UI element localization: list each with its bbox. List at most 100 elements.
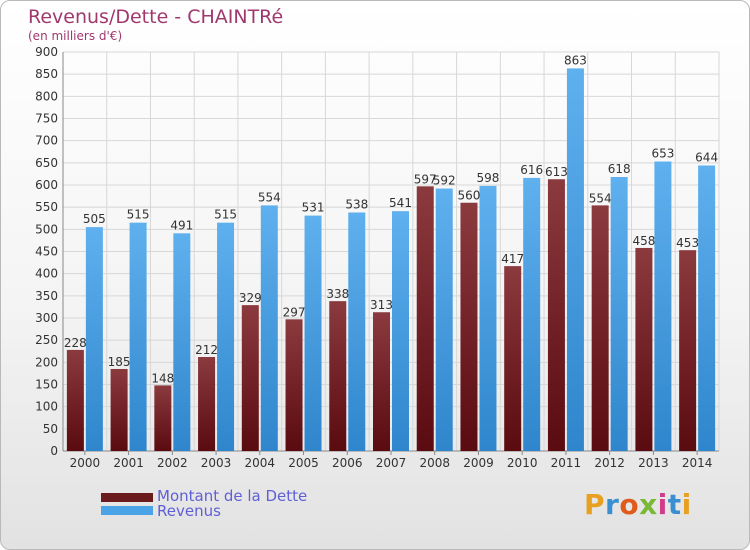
x-tick-label: 2003	[201, 456, 232, 470]
bar-revenue	[654, 161, 672, 451]
bar-debt	[66, 349, 84, 451]
bar-debt	[329, 301, 347, 451]
chart-title: Revenus/Dette - CHAINTRé	[28, 6, 284, 28]
legend-swatch-revenue	[101, 506, 153, 515]
proxiti-logo: Proxiti	[584, 488, 692, 521]
bar-debt	[591, 205, 609, 451]
bar-revenue	[479, 185, 497, 452]
data-label-debt: 597	[414, 172, 437, 186]
y-tick-label: 300	[35, 311, 58, 325]
bar-revenue	[348, 212, 366, 451]
bar-revenue	[435, 188, 453, 451]
bar-revenue	[173, 233, 191, 451]
y-tick-label: 50	[43, 422, 58, 436]
data-label-revenue: 541	[389, 196, 412, 210]
y-tick-label: 600	[35, 178, 58, 192]
x-tick-label: 2011	[551, 456, 582, 470]
bar-debt	[285, 319, 303, 451]
data-label-revenue: 515	[127, 208, 150, 222]
y-tick-label: 400	[35, 267, 58, 281]
data-label-debt: 329	[239, 291, 262, 305]
bar-revenue	[217, 222, 235, 451]
y-tick-label: 850	[35, 67, 58, 81]
data-label-revenue: 538	[345, 197, 368, 211]
y-tick-label: 550	[35, 200, 58, 214]
y-tick-label: 250	[35, 333, 58, 347]
legend-swatch-debt	[101, 493, 153, 502]
y-tick-label: 500	[35, 222, 58, 236]
x-tick-label: 2005	[288, 456, 319, 470]
y-tick-label: 700	[35, 134, 58, 148]
data-label-debt: 453	[676, 236, 699, 250]
bar-debt	[635, 247, 653, 451]
bar-revenue	[85, 227, 103, 451]
bar-revenue	[698, 165, 716, 451]
data-label-revenue: 491	[170, 218, 193, 232]
x-tick-label: 2009	[463, 456, 494, 470]
data-label-debt: 338	[326, 287, 349, 301]
x-tick-label: 2012	[594, 456, 625, 470]
x-tick-label: 2002	[157, 456, 188, 470]
data-label-debt: 148	[151, 371, 174, 385]
data-label-debt: 228	[64, 336, 87, 350]
y-tick-label: 100	[35, 400, 58, 414]
data-label-revenue: 863	[564, 53, 587, 67]
y-tick-label: 200	[35, 355, 58, 369]
x-tick-label: 2000	[70, 456, 101, 470]
x-tick-label: 2013	[638, 456, 669, 470]
x-tick-label: 2007	[376, 456, 407, 470]
bar-debt	[373, 312, 390, 451]
bar-debt	[679, 250, 697, 451]
y-tick-label: 750	[35, 112, 58, 126]
data-label-debt: 297	[283, 305, 306, 319]
data-label-debt: 458	[632, 234, 655, 248]
x-tick-label: 2014	[682, 456, 713, 470]
data-label-debt: 212	[195, 343, 218, 357]
bar-revenue	[566, 68, 584, 452]
x-tick-label: 2006	[332, 456, 363, 470]
bar-revenue	[523, 177, 541, 451]
data-label-revenue: 592	[433, 174, 456, 188]
legend-label-debt: Montant de la Dette	[157, 487, 308, 505]
y-tick-label: 650	[35, 156, 58, 170]
y-tick-label: 450	[35, 245, 58, 259]
x-tick-label: 2004	[245, 456, 276, 470]
legend-label-revenue: Revenus	[157, 502, 221, 520]
y-tick-label: 0	[50, 444, 58, 458]
bar-debt	[198, 357, 216, 451]
x-tick-label: 2008	[419, 456, 450, 470]
data-label-revenue: 554	[258, 190, 281, 204]
data-label-revenue: 616	[520, 163, 543, 177]
data-label-debt: 554	[589, 191, 612, 205]
bar-revenue	[392, 211, 409, 451]
y-tick-label: 350	[35, 289, 58, 303]
bar-debt	[110, 368, 128, 451]
bar-revenue	[304, 215, 322, 451]
data-label-revenue: 618	[608, 162, 631, 176]
data-label-debt: 185	[108, 355, 131, 369]
bar-revenue	[129, 222, 147, 451]
bar-debt	[154, 385, 172, 451]
bar-debt	[416, 186, 434, 451]
data-label-revenue: 515	[214, 208, 237, 222]
data-label-debt: 313	[370, 298, 393, 312]
y-tick-label: 150	[35, 378, 58, 392]
data-label-debt: 417	[501, 252, 524, 266]
data-label-debt: 560	[458, 189, 481, 203]
y-tick-label: 900	[35, 45, 58, 59]
data-label-debt: 613	[545, 165, 568, 179]
y-tick-label: 800	[35, 89, 58, 103]
data-label-revenue: 505	[83, 212, 106, 226]
x-tick-label: 2001	[113, 456, 144, 470]
bar-debt	[504, 266, 522, 451]
bar-debt	[547, 179, 565, 451]
data-label-revenue: 531	[302, 201, 325, 215]
chart-subtitle: (en milliers d'€)	[28, 29, 123, 43]
data-label-revenue: 598	[477, 171, 500, 185]
data-label-revenue: 644	[695, 150, 718, 164]
bar-revenue	[610, 177, 628, 451]
bar-revenue	[260, 205, 278, 451]
bar-debt	[241, 305, 259, 451]
